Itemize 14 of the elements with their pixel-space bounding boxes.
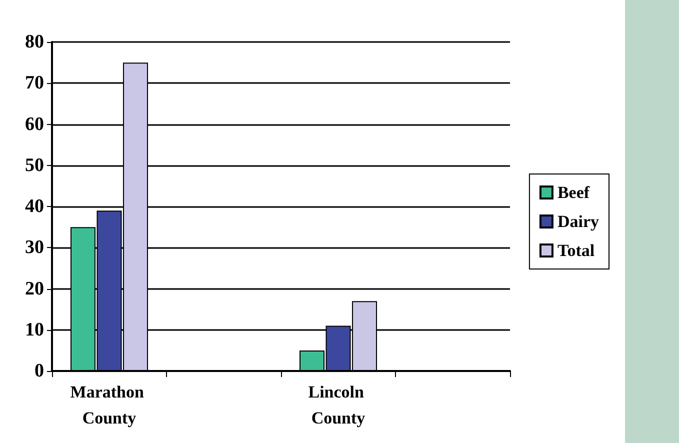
y-tick-label: 50 xyxy=(25,154,44,176)
y-tick-label: 70 xyxy=(25,72,44,94)
x-tick-label: Marathon County xyxy=(70,382,148,428)
y-tick-label: 0 xyxy=(34,360,44,382)
y-tick-label: 80 xyxy=(25,32,44,52)
y-tick-label: 40 xyxy=(25,196,44,217)
y-tick-label: 10 xyxy=(25,319,44,340)
x-tick-label: Lincoln County xyxy=(308,382,368,428)
legend-label: Beef xyxy=(557,183,590,202)
y-tick-label: 30 xyxy=(25,237,44,258)
y-tick-label: 20 xyxy=(25,278,44,300)
y-tick-label: 60 xyxy=(25,114,44,135)
legend-label: Total xyxy=(557,241,595,260)
legend-label: Dairy xyxy=(557,212,600,231)
